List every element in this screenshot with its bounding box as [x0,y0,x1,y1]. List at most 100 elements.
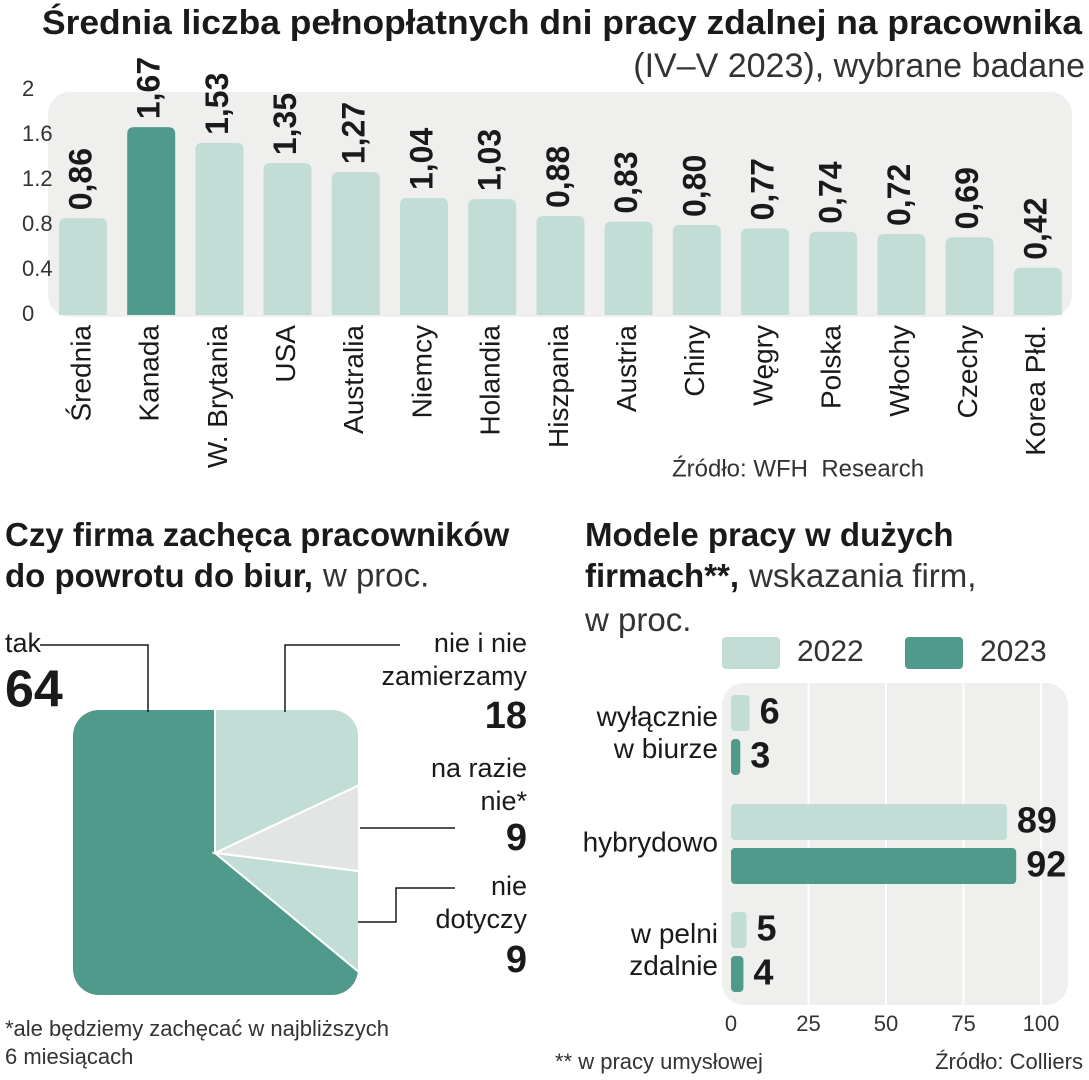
bar [731,912,747,948]
x-tick-label: Niemcy [406,325,437,418]
x-tick-label: Hiszpania [543,325,574,448]
value-label: 89 [1017,800,1057,841]
y-tick-label: 0.8 [22,211,53,236]
text-line: zdalnie [629,950,718,981]
pie [73,710,358,995]
value-label: 6 [760,691,780,732]
text-line: Modele pracy w dużych [585,516,954,553]
bar [731,739,741,775]
text-line: dotyczy [435,904,527,934]
value-label: 1,53 [199,73,235,135]
source: Źródło: WFH Research [672,455,924,482]
value-label: 0,74 [813,161,849,223]
text-line: w pelni [630,918,718,949]
text-line: nie i nie [434,628,527,658]
value-label: 64 [5,661,63,719]
text-line: w proc. [584,601,691,638]
legend-swatch [722,637,780,669]
y-tick-label: 1.2 [22,166,53,191]
value-label: 1,27 [335,102,371,164]
bar [809,231,858,315]
bar [672,225,721,315]
source: Źródło: Colliers [935,1049,1083,1074]
y-tick-label: 2 [22,76,34,101]
x-tick-label: USA [270,325,301,383]
x-tick-label: Chiny [679,325,710,397]
y-tick-label: w pelni zdalnie [629,918,718,981]
x-tick-label: Włochy [884,325,915,417]
value-label: 1,03 [472,129,508,191]
value-label: 0,72 [881,164,917,226]
text-line: w biurze [613,733,718,764]
leader-line [358,887,455,923]
value-label: 18 [485,695,527,737]
x-tick-label: Australia [338,325,369,434]
bar [468,199,517,315]
bar [331,172,380,315]
value-label: 1,04 [403,128,439,190]
bar [945,237,994,315]
bar [877,234,926,315]
value-label: 4 [753,952,773,993]
slice-label: nie i nie zamierzamy [381,628,527,691]
value-label: 1,67 [131,57,167,119]
chart-title: Modele pracy w dużych firmach**, [585,516,954,594]
value-label: 0,77 [744,158,780,220]
text-line: wyłącznie [596,701,718,732]
x-tick-label: Korea Płd. [1020,325,1051,456]
x-tick-label: 100 [1023,1011,1060,1036]
text-line: Czy firma zachęca pracowników [5,516,510,553]
text-line: nie [491,871,527,901]
bar [604,221,653,315]
x-tick-label: Czechy [952,325,983,418]
value-label: 1,35 [267,93,303,155]
text-line: firmach**, [585,557,739,594]
x-tick-label: Węgry [747,325,778,406]
x-tick-label: Austria [611,325,642,413]
y-tick-label: wyłącznie w biurze [596,701,718,764]
chart-subtitle: wskazania firm, w proc. [584,557,976,638]
pie-slice [73,710,358,995]
x-tick-label: 75 [951,1011,975,1036]
chart-title: Czy firma zachęca pracowników do powrotu … [5,516,510,594]
text-line: zamierzamy [381,661,527,691]
value-label: 9 [506,817,527,859]
text-line: wskazania firm, [748,557,976,594]
slice-label: nie dotyczy [435,871,527,934]
value-label: 9 [506,939,527,981]
chart-subtitle: (IV–V 2023), wybrane badane [633,47,1085,85]
bar [263,163,312,315]
pie-slice [211,851,358,995]
value-label: 0,86 [62,148,98,210]
value-label: 0,83 [608,151,644,213]
y-tick-label: 1.6 [22,121,53,146]
x-tick-label: Polska [816,325,847,409]
x-tick-label: 25 [796,1011,820,1036]
leader-line [284,644,400,712]
bar [195,142,244,315]
bar [1013,267,1062,315]
value-label: 0,69 [949,167,985,229]
pie-slice [211,740,358,887]
bar [536,216,585,315]
text-line: 6 miesiącach [5,1044,133,1069]
value-label: 5 [757,908,777,949]
x-tick-label: Kanada [134,325,165,422]
text-line: na razie [431,753,527,783]
bar [400,198,448,315]
legend-label: 2022 [797,635,864,668]
x-tick-label: Średnia [64,325,96,422]
text-line: do powrotu do biur, [5,557,313,594]
y-tick-label: 0.4 [22,256,53,281]
bar [731,848,1017,884]
text-line: *ale będziemy zachęcać w najbliższych [5,1016,389,1041]
chart-title: Średnia liczba pełnopłatnych dni pracy z… [42,4,1083,42]
x-tick-label: 0 [725,1011,737,1036]
slice-label: tak [5,628,42,658]
bar [741,228,789,315]
legend-swatch [905,637,963,669]
bar [59,218,107,315]
leader-line [40,644,149,712]
y-tick-label: 0 [22,301,34,326]
